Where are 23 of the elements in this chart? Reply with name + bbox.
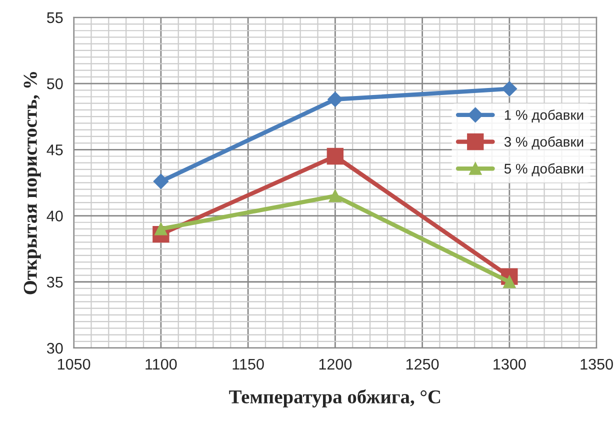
y-tick-label: 50	[47, 78, 63, 90]
point	[328, 190, 342, 202]
point	[326, 148, 344, 165]
x-tick-label: 1100	[146, 358, 177, 370]
y-tick-label: 40	[46, 210, 63, 222]
legend-label: 5 % добавки	[504, 163, 584, 176]
y-tick-label: 55	[47, 12, 63, 24]
x-tick-label: 1300	[494, 358, 526, 370]
x-tick-label: 1350	[580, 358, 613, 370]
x-tick-label: 1200	[319, 358, 352, 370]
y-tick-label: 30	[46, 342, 63, 354]
point	[328, 92, 343, 107]
y-tick-label: 45	[46, 144, 63, 156]
x-tick-label: 1150	[232, 358, 264, 370]
legend-label: 3 % добавки	[504, 136, 584, 150]
x-axis-title: Температура обжига, °C	[229, 389, 440, 408]
y-axis-title: Открытая пористость, %	[24, 72, 41, 294]
x-tick-label: 1250	[406, 358, 439, 370]
y-tick-label: 35	[46, 276, 63, 288]
point	[153, 174, 168, 189]
legend-label: 1 % добавки	[504, 110, 584, 123]
x-tick-label: 1050	[58, 358, 90, 370]
point	[502, 81, 517, 96]
